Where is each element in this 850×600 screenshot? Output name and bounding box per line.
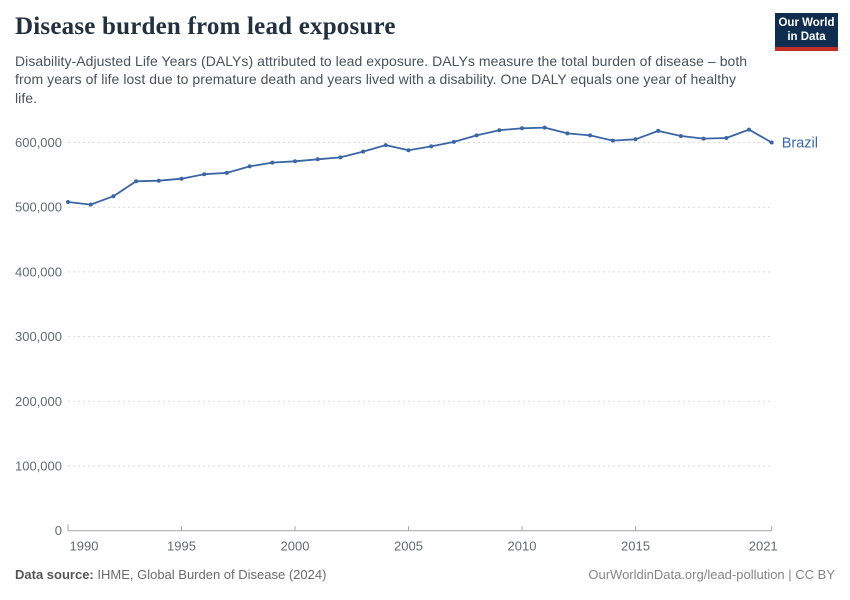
data-point[interactable] — [747, 127, 751, 132]
data-point[interactable] — [406, 148, 411, 153]
data-point[interactable] — [474, 133, 479, 138]
owid-logo[interactable]: Our World in Data — [775, 13, 838, 51]
y-axis-tick-label: 600,000 — [15, 135, 62, 150]
data-point[interactable] — [497, 128, 502, 133]
data-point[interactable] — [179, 176, 184, 181]
page-title: Disease burden from lead exposure — [15, 13, 396, 40]
x-axis-tick-label: 2005 — [394, 539, 423, 554]
data-point[interactable] — [678, 134, 683, 138]
data-point[interactable] — [429, 144, 434, 149]
data-point[interactable] — [701, 136, 706, 141]
data-point[interactable] — [338, 155, 343, 160]
data-source-text: IHME, Global Burden of Disease (2024) — [93, 566, 327, 582]
series-label-brazil: Brazil — [782, 136, 818, 152]
data-source-label: Data source: — [15, 566, 94, 582]
data-source: Data source: IHME, Global Burden of Dise… — [15, 567, 326, 582]
chart-subtitle: Disability-Adjusted Life Years (DALYs) a… — [15, 53, 748, 106]
data-point[interactable] — [724, 136, 729, 140]
data-point[interactable] — [520, 126, 524, 131]
data-point[interactable] — [633, 137, 638, 142]
data-point[interactable] — [315, 157, 320, 162]
data-point[interactable] — [656, 128, 661, 133]
y-axis-tick-label: 500,000 — [15, 200, 62, 215]
y-axis-tick-label: 0 — [55, 523, 62, 538]
x-axis-tick-label: 2021 — [749, 539, 778, 554]
data-point[interactable] — [224, 170, 229, 175]
x-axis-tick-label: 2015 — [621, 539, 650, 554]
data-point[interactable] — [134, 179, 139, 184]
y-axis-tick-label: 100,000 — [15, 459, 62, 474]
x-axis-tick-label: 1995 — [167, 539, 196, 554]
data-point[interactable] — [247, 164, 252, 169]
trend-line — [67, 126, 773, 206]
x-axis-tick-label: 2010 — [508, 539, 537, 554]
data-point[interactable] — [270, 160, 275, 165]
data-point[interactable] — [361, 149, 366, 154]
data-point[interactable] — [293, 159, 297, 164]
owid-logo-text-line1: Our World — [778, 16, 835, 29]
x-axis-tick-label: 1990 — [70, 539, 99, 554]
data-point[interactable] — [66, 200, 70, 204]
chart-footer: Data source: IHME, Global Burden of Dise… — [15, 563, 835, 585]
owid-logo-text-line2: in Data — [787, 31, 826, 43]
data-point[interactable] — [383, 143, 388, 148]
data-point[interactable] — [565, 131, 570, 136]
data-point[interactable] — [111, 194, 116, 199]
y-axis-tick-label: 200,000 — [15, 394, 62, 409]
footer-credit-link[interactable]: OurWorldinData.org/lead-pollution | CC B… — [588, 566, 835, 582]
data-point[interactable] — [588, 133, 593, 138]
data-point[interactable] — [542, 125, 547, 130]
y-axis-tick-label: 400,000 — [15, 264, 62, 279]
data-point[interactable] — [451, 139, 456, 144]
y-axis-tick-label: 300,000 — [15, 329, 62, 344]
data-point[interactable] — [769, 140, 774, 145]
data-point[interactable] — [202, 172, 207, 177]
data-point[interactable] — [88, 202, 93, 207]
x-axis-tick-label: 2000 — [281, 539, 310, 554]
data-point[interactable] — [610, 138, 615, 143]
data-point[interactable] — [156, 178, 161, 183]
